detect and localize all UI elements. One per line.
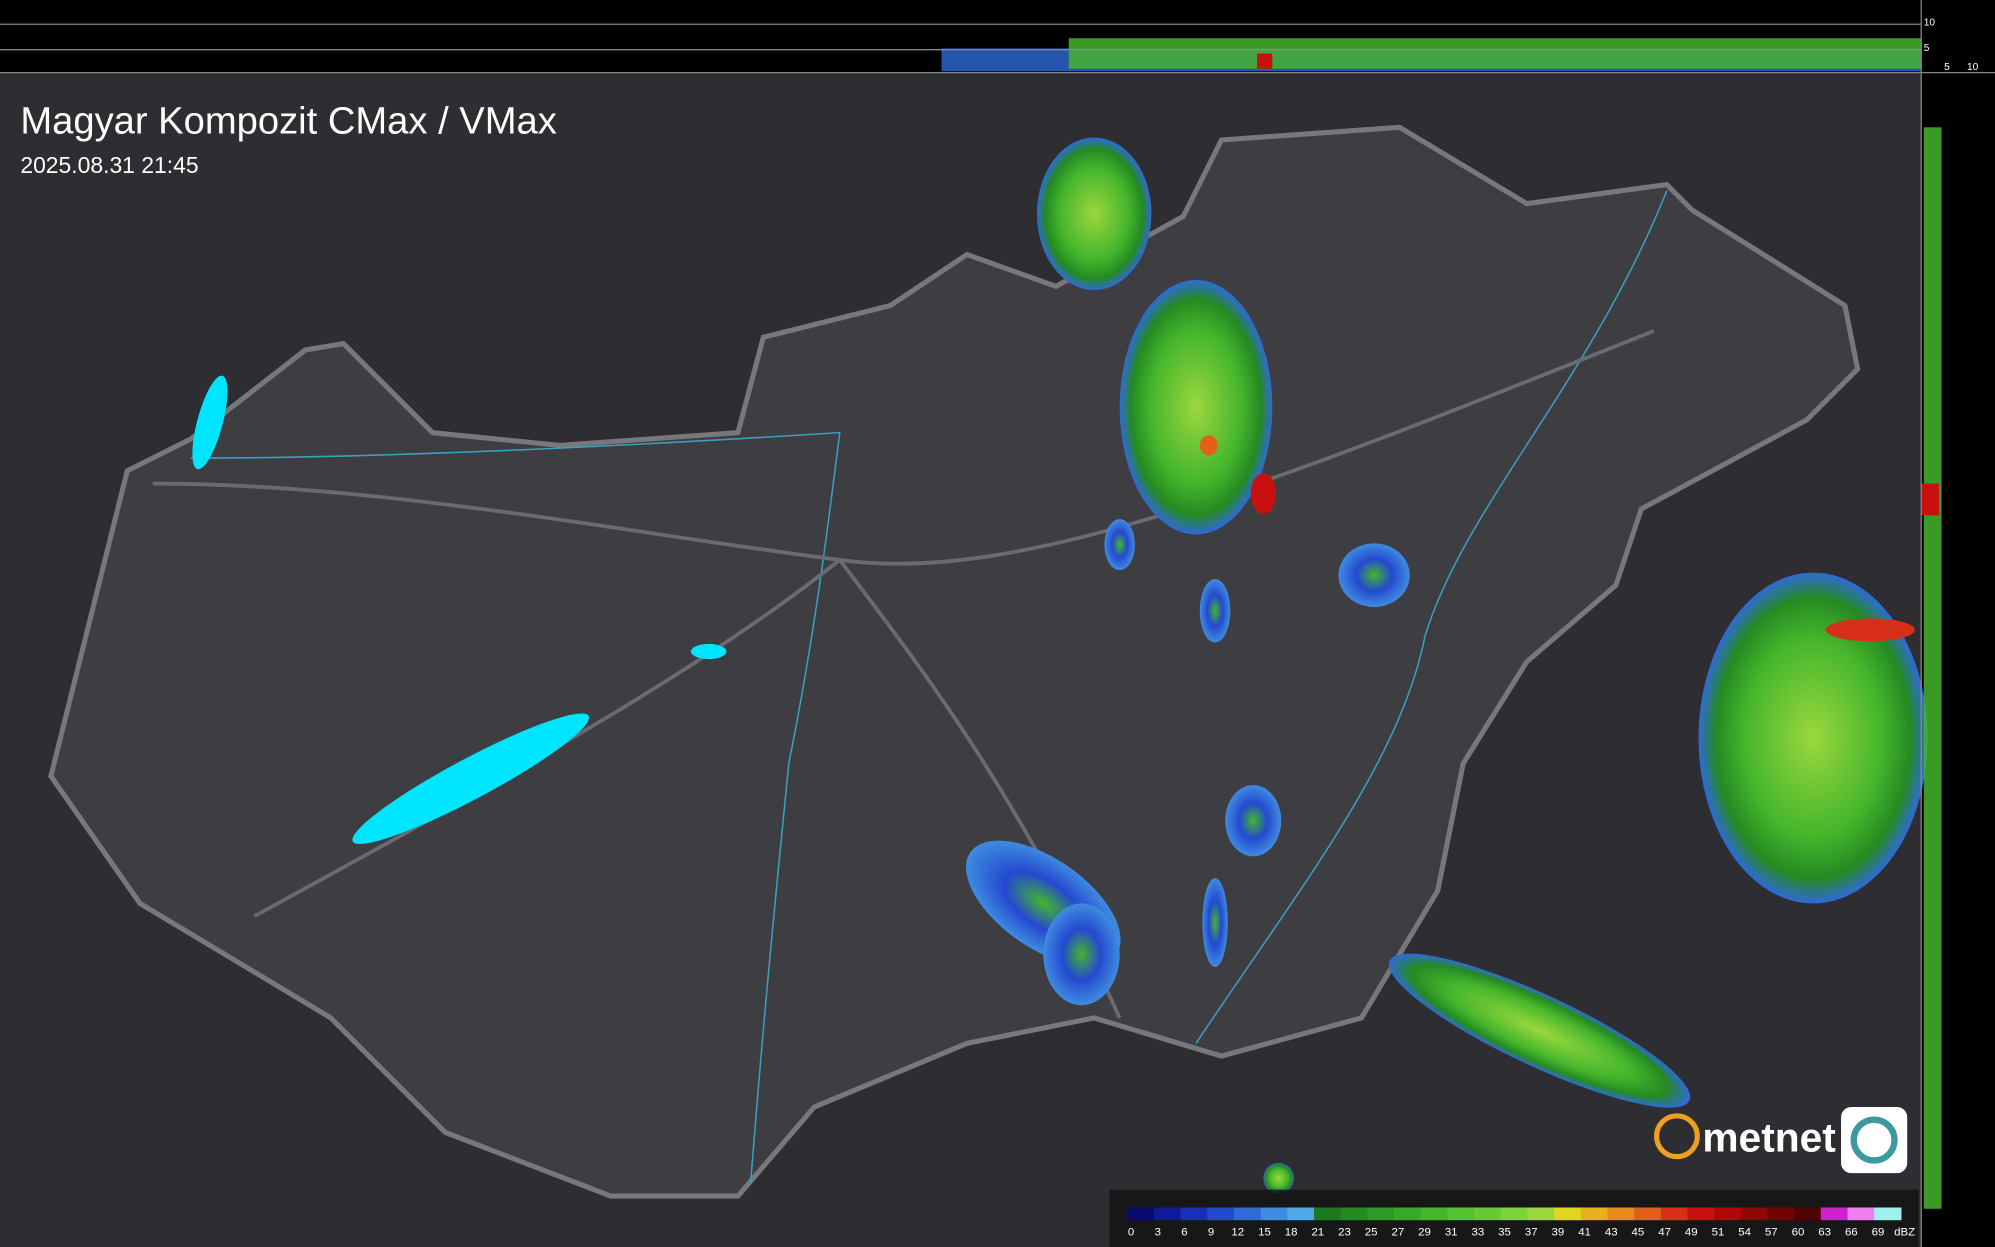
legend-label: 35	[1498, 1226, 1511, 1238]
legend: 0 3 6 9 12 15 18 21 23 25 27 29 31 33 35 37 39 41 43 45 47 49…	[1127, 1207, 1915, 1238]
side-axis-label: 10	[1924, 18, 1936, 29]
legend-swatch	[1314, 1207, 1342, 1221]
country-area	[48, 124, 1861, 1199]
legend-swatch	[1340, 1207, 1368, 1221]
legend-swatch	[1687, 1207, 1715, 1221]
echo	[1036, 137, 1152, 291]
legend-swatch	[1714, 1207, 1742, 1221]
legend-swatch	[1874, 1207, 1902, 1221]
legend-swatch	[1394, 1207, 1422, 1221]
radar-echoes	[966, 137, 1928, 1194]
profile-strip	[1068, 38, 1922, 69]
side-axis-label: 5	[1924, 43, 1930, 54]
echo-core	[1250, 473, 1277, 515]
legend-label: 15	[1258, 1226, 1271, 1238]
legend-label: 49	[1685, 1226, 1698, 1238]
legend-label: 31	[1445, 1226, 1458, 1238]
legend-swatch	[1767, 1207, 1795, 1221]
echo	[1263, 1162, 1294, 1194]
legend-swatch	[1233, 1207, 1262, 1221]
road	[253, 558, 841, 918]
echo	[1225, 785, 1282, 857]
echo	[1043, 903, 1120, 1006]
profile-core	[1921, 483, 1940, 516]
logo-text: metnet	[1702, 1115, 1836, 1161]
echo-core	[1825, 618, 1915, 642]
legend-label: 69	[1872, 1226, 1885, 1238]
legend-label: 43	[1605, 1226, 1618, 1238]
legend-swatch	[1554, 1207, 1582, 1221]
legend-swatch	[1367, 1207, 1395, 1221]
legend-swatch	[1474, 1207, 1502, 1221]
echo-core	[1199, 435, 1218, 456]
legend-swatch	[1580, 1207, 1609, 1221]
legend-swatch	[1634, 1207, 1662, 1221]
river	[1195, 190, 1668, 1044]
river	[190, 431, 841, 1184]
legend-swatch	[1607, 1207, 1635, 1221]
legend-label: 9	[1208, 1226, 1214, 1238]
legend-label: 47	[1658, 1226, 1671, 1238]
legend-label: 27	[1391, 1226, 1404, 1238]
legend-swatch	[1447, 1207, 1475, 1221]
legend-swatch	[1500, 1207, 1529, 1221]
legend-swatch	[1260, 1207, 1288, 1221]
legend-label: 33	[1472, 1226, 1485, 1238]
legend-label: 57	[1765, 1226, 1778, 1238]
legend-swatch	[1660, 1207, 1689, 1221]
echo	[1338, 543, 1410, 607]
legend-label: 41	[1578, 1226, 1591, 1238]
rivers	[190, 190, 1668, 1184]
legend-label: 23	[1338, 1226, 1351, 1238]
legend-label: 0	[1128, 1226, 1134, 1238]
legend-swatch	[1740, 1207, 1769, 1221]
side-axis-label: 10	[1967, 62, 1979, 73]
legend-swatch	[1127, 1207, 1155, 1221]
lake	[352, 713, 590, 844]
legend-label: 54	[1738, 1226, 1751, 1238]
legend-label: 18	[1285, 1226, 1298, 1238]
timestamp: 2025.08.31 21:45	[20, 152, 198, 178]
road	[152, 329, 1655, 566]
legend-label: 29	[1418, 1226, 1431, 1238]
legend-label: 37	[1525, 1226, 1538, 1238]
legend-unit: dBZ	[1894, 1226, 1915, 1238]
logo-sun	[1654, 1113, 1700, 1160]
map-title: Magyar Kompozit CMax / VMax	[20, 100, 556, 143]
profile-strip	[1923, 127, 1942, 1209]
legend-label: 12	[1231, 1226, 1244, 1238]
legend-label: 3	[1155, 1226, 1161, 1238]
legend-label: 66	[1845, 1226, 1858, 1238]
lake	[690, 643, 727, 660]
logo-swirl	[1850, 1116, 1898, 1164]
legend-swatch	[1153, 1207, 1182, 1221]
side-axis-label: 5	[1944, 62, 1950, 73]
legend-swatch	[1180, 1207, 1208, 1221]
legend-swatch	[1287, 1207, 1315, 1221]
legend-label: 25	[1365, 1226, 1378, 1238]
legend-swatch	[1207, 1207, 1235, 1221]
echo	[1698, 572, 1928, 904]
legend-label: 6	[1181, 1226, 1187, 1238]
lake	[192, 375, 228, 470]
echo	[1119, 279, 1273, 535]
profile-core	[1257, 53, 1273, 69]
legend-label: 51	[1712, 1226, 1725, 1238]
legend-label: 39	[1552, 1226, 1565, 1238]
legend-swatch	[1820, 1207, 1849, 1221]
echo	[1199, 578, 1231, 643]
legend-swatch	[1847, 1207, 1875, 1221]
legend-swatch	[1420, 1207, 1449, 1221]
legend-label: 60	[1792, 1226, 1805, 1238]
legend-label: 45	[1632, 1226, 1645, 1238]
legend-swatch	[1794, 1207, 1822, 1221]
echo	[1104, 519, 1135, 571]
legend-label: 63	[1818, 1226, 1831, 1238]
echo	[1388, 953, 1691, 1108]
legend-swatch	[1527, 1207, 1555, 1221]
legend-label: 21	[1311, 1226, 1324, 1238]
echo	[1202, 877, 1228, 968]
